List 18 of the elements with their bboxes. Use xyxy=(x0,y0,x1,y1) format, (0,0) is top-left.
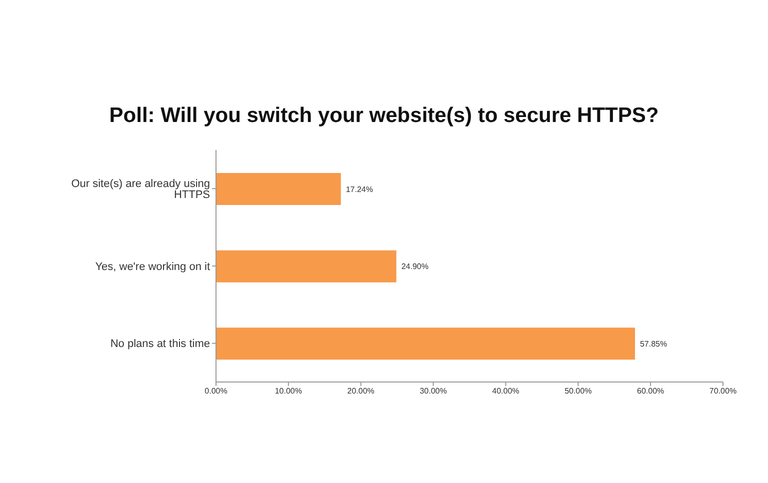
x-tick-label: 70.00% xyxy=(709,386,737,396)
x-tick-label: 30.00% xyxy=(420,386,447,396)
chart-title: Poll: Will you switch your website(s) to secure HTTPS? xyxy=(108,104,660,128)
x-tick-label: 50.00% xyxy=(564,386,592,396)
x-tick-label: 60.00% xyxy=(637,386,664,396)
data-label: 24.90% xyxy=(401,262,428,272)
bar xyxy=(216,328,635,360)
bar xyxy=(216,173,341,205)
x-tick-label: 10.00% xyxy=(274,386,302,396)
x-tick-label: 40.00% xyxy=(492,386,520,396)
x-tick-label: 20.00% xyxy=(347,386,374,396)
y-tick-label: No plans at this time xyxy=(110,338,210,350)
y-tick-label: Our site(s) are already using HTTPS xyxy=(71,178,210,202)
bar xyxy=(216,250,396,282)
y-tick-label: Yes, we're working on it xyxy=(95,260,210,273)
x-tick-label: 0.00% xyxy=(204,386,228,396)
data-label: 17.24% xyxy=(346,184,374,194)
data-label: 57.85% xyxy=(640,340,668,349)
